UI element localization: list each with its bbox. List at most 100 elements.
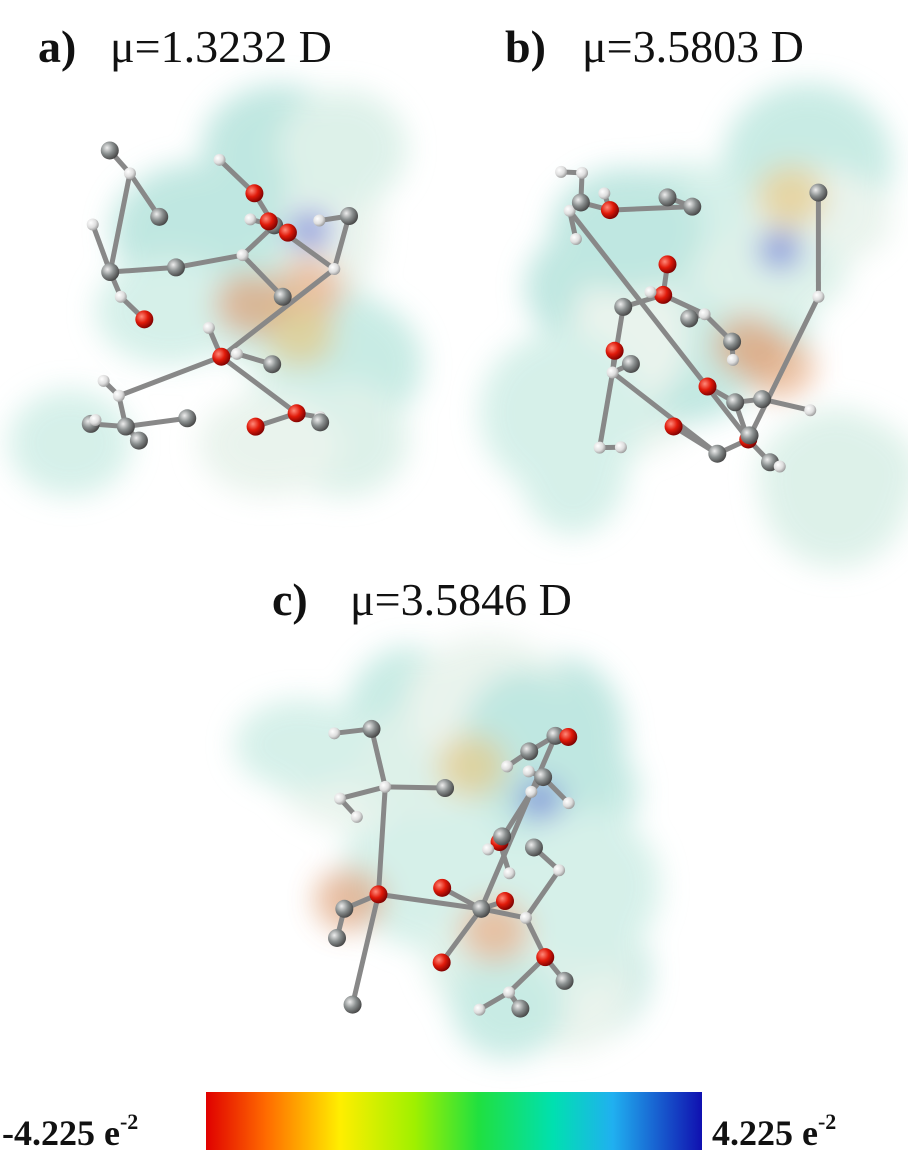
atom (260, 212, 278, 230)
atom (150, 208, 168, 226)
atom (615, 441, 627, 453)
atom (726, 393, 744, 411)
atom (237, 249, 249, 261)
atom (606, 342, 624, 360)
atom (117, 418, 135, 436)
atom (363, 720, 381, 738)
surface-blob (760, 408, 908, 568)
atom (708, 445, 726, 463)
atom (812, 291, 824, 303)
atom (665, 417, 683, 435)
atom (212, 348, 230, 366)
atom (482, 843, 494, 855)
atom (511, 1000, 529, 1018)
atom (203, 322, 215, 334)
atom (804, 404, 816, 416)
panel-c: c) μ=3.5846 D (235, 574, 661, 1059)
atom (473, 1004, 485, 1016)
atom (534, 768, 552, 786)
atom (279, 224, 297, 242)
atom (525, 838, 543, 856)
surface-blob (758, 230, 802, 270)
atom (98, 375, 110, 387)
atom (311, 413, 329, 431)
colorbar-min-label: -4.225 e-2 (2, 1109, 138, 1153)
atom (263, 355, 281, 373)
atom (723, 333, 741, 351)
atom (247, 418, 265, 436)
atom (214, 154, 226, 166)
atom (536, 948, 554, 966)
atom (89, 414, 101, 426)
colorbar-max-label: 4.225 e-2 (712, 1109, 836, 1153)
atom (245, 184, 263, 202)
atom (525, 786, 537, 798)
atom (520, 742, 538, 760)
atom (344, 996, 362, 1014)
atom (274, 288, 292, 306)
atom (520, 912, 532, 924)
atom (809, 184, 827, 202)
atom (556, 972, 574, 990)
atom (680, 309, 698, 327)
atom (594, 442, 606, 454)
dipole-moment: μ=3.5846 D (350, 574, 572, 625)
atom (472, 900, 490, 918)
atom (130, 432, 148, 450)
atom (328, 727, 340, 739)
atom (328, 263, 340, 275)
atom (559, 728, 577, 746)
atom (167, 258, 185, 276)
surface-blob (215, 272, 285, 336)
panel-b: b) μ=3.5803 D (480, 21, 908, 568)
atom (614, 298, 632, 316)
atom (572, 193, 590, 211)
bond (126, 418, 187, 426)
atom (607, 366, 619, 378)
atom (334, 793, 346, 805)
panel-label: a) (38, 21, 76, 72)
atom (313, 215, 325, 227)
atom (351, 811, 363, 823)
atom (436, 779, 454, 797)
colorbar: -4.225 e-2 4.225 e-2 (2, 1092, 836, 1153)
atom (433, 879, 451, 897)
surface-blob (8, 390, 131, 497)
molecule-map (8, 85, 422, 498)
atom (683, 198, 701, 216)
potential-surface (235, 637, 661, 1059)
atom (178, 409, 196, 427)
atom (115, 291, 127, 303)
atom (503, 867, 515, 879)
atom (501, 760, 513, 772)
atom (753, 390, 771, 408)
atom (87, 218, 99, 230)
surface-blob (235, 699, 367, 791)
atom (288, 404, 306, 422)
colorbar-gradient (206, 1092, 702, 1150)
bond (610, 207, 692, 210)
atom (124, 167, 136, 179)
dipole-moment: μ=1.3232 D (110, 21, 332, 72)
atom (433, 953, 451, 971)
atom (659, 188, 677, 206)
atom (699, 378, 717, 396)
atom (523, 765, 535, 777)
atom (231, 348, 243, 360)
atom (658, 255, 676, 273)
atom (727, 354, 739, 366)
atom (774, 460, 786, 472)
atom (101, 141, 119, 159)
atom (553, 864, 565, 876)
figure: a) μ=1.3232 D b) μ=3.5803 D c) μ=3.5846 … (0, 0, 908, 1159)
dipole-moment: μ=3.5803 D (582, 21, 804, 72)
atom (622, 355, 640, 373)
atom (644, 286, 656, 298)
atom (598, 187, 610, 199)
atom (135, 310, 153, 328)
atom (335, 900, 353, 918)
atom (654, 286, 672, 304)
atom (244, 213, 256, 225)
potential-surface (8, 85, 422, 498)
surface-blob (199, 393, 340, 496)
